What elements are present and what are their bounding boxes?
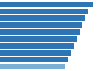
Bar: [0, 50, 71, 56]
Bar: [0, 9, 88, 14]
Bar: [0, 43, 74, 49]
Bar: [0, 64, 65, 69]
Bar: [0, 29, 80, 35]
Bar: [0, 22, 82, 28]
Bar: [0, 36, 77, 42]
Bar: [0, 57, 68, 62]
Bar: [0, 15, 85, 21]
Bar: [0, 2, 93, 7]
